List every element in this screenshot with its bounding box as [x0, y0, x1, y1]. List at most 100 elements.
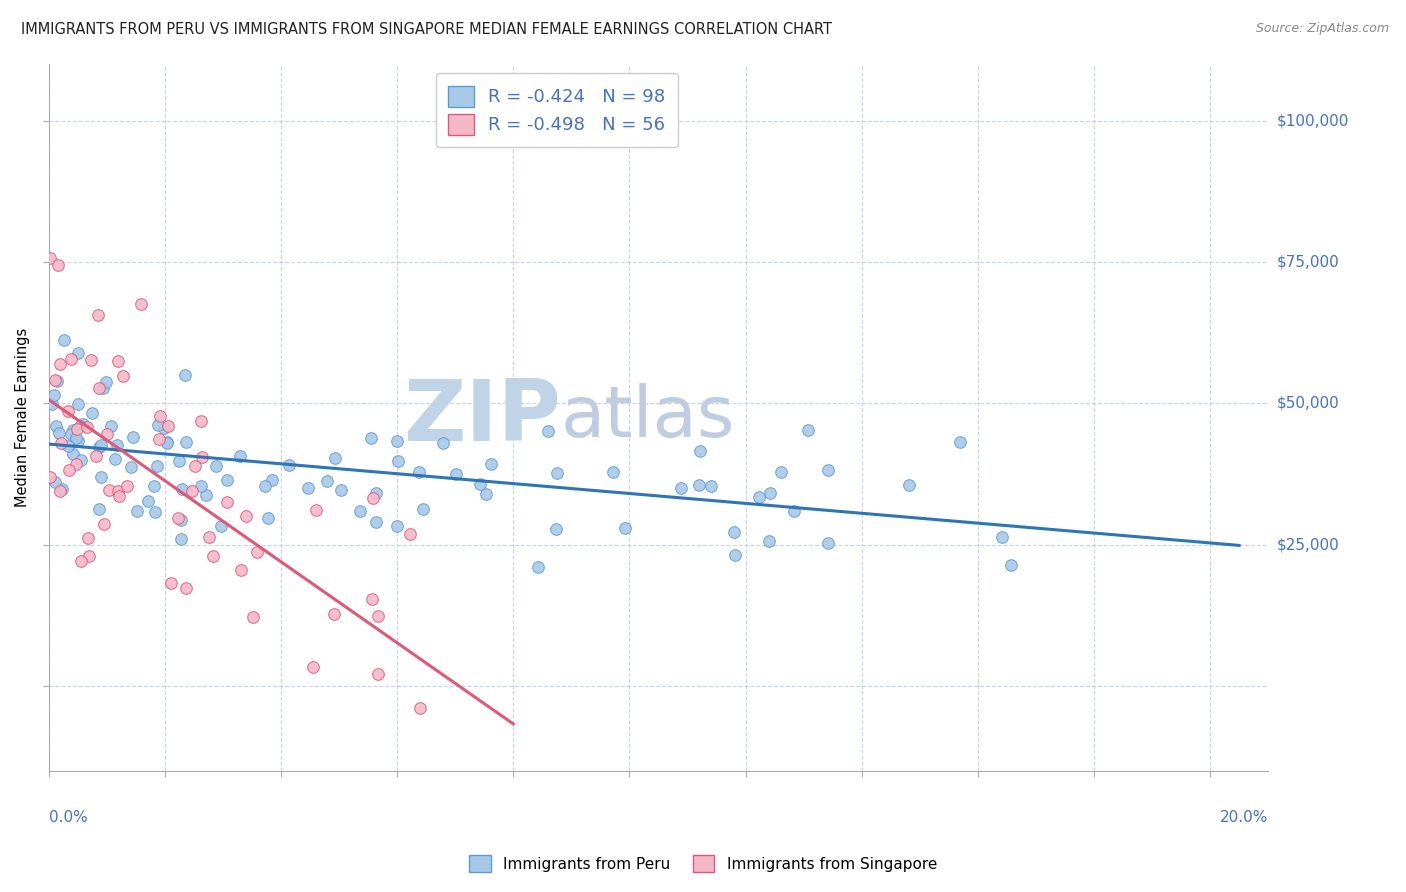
Legend: R = -0.424   N = 98, R = -0.498   N = 56: R = -0.424 N = 98, R = -0.498 N = 56 [436, 73, 678, 147]
Point [260, 473, 283, 487]
Point [167, 511, 190, 525]
Point [367, 667, 389, 681]
Point [399, 527, 422, 541]
Point [277, 458, 299, 472]
Point [44, 372, 66, 386]
Point [51, 436, 73, 450]
Point [62, 447, 84, 461]
Point [689, 443, 711, 458]
Point [69, 418, 91, 433]
Point [143, 505, 166, 519]
Point [108, 489, 131, 503]
Point [87, 502, 110, 516]
Point [387, 454, 409, 468]
Point [52, 333, 75, 347]
Point [90, 438, 112, 452]
Point [44, 475, 66, 490]
Point [167, 454, 190, 468]
Point [184, 458, 207, 473]
Point [723, 524, 745, 539]
Point [229, 449, 252, 463]
Point [59, 426, 82, 441]
Point [688, 478, 710, 492]
Point [48, 425, 70, 440]
Point [58, 463, 80, 477]
Point [544, 522, 567, 536]
Point [94, 375, 117, 389]
Point [148, 432, 170, 446]
Point [614, 521, 637, 535]
Point [107, 354, 129, 368]
Point [87, 381, 110, 395]
Point [817, 463, 839, 477]
Point [329, 483, 352, 498]
Point [783, 504, 806, 518]
Point [242, 610, 264, 624]
Point [97, 483, 120, 497]
Point [257, 511, 280, 525]
Point [42, 388, 65, 402]
Point [67, 397, 90, 411]
Point [174, 435, 197, 450]
Point [474, 487, 496, 501]
Point [142, 479, 165, 493]
Point [65, 458, 87, 472]
Point [107, 484, 129, 499]
Point [990, 530, 1012, 544]
Point [217, 494, 239, 508]
Point [129, 297, 152, 311]
Point [70, 453, 93, 467]
Point [70, 554, 93, 568]
Point [112, 369, 135, 384]
Point [170, 513, 193, 527]
Point [120, 459, 142, 474]
Point [91, 381, 114, 395]
Point [76, 419, 98, 434]
Point [602, 465, 624, 479]
Point [217, 473, 239, 487]
Point [797, 423, 820, 437]
Point [197, 530, 219, 544]
Point [361, 592, 384, 607]
Point [190, 414, 212, 428]
Text: ZIP: ZIP [404, 376, 561, 458]
Point [364, 515, 387, 529]
Point [96, 427, 118, 442]
Point [361, 491, 384, 505]
Point [323, 607, 346, 621]
Point [152, 421, 174, 435]
Point [145, 459, 167, 474]
Point [67, 345, 90, 359]
Point [758, 533, 780, 548]
Point [190, 479, 212, 493]
Point [159, 576, 181, 591]
Point [104, 451, 127, 466]
Text: 0.0%: 0.0% [49, 810, 87, 824]
Point [748, 490, 770, 504]
Point [66, 434, 89, 449]
Point [156, 436, 179, 450]
Point [72, 417, 94, 431]
Point [1000, 558, 1022, 572]
Point [56, 404, 79, 418]
Point [100, 419, 122, 434]
Point [80, 353, 103, 368]
Point [444, 467, 467, 482]
Point [546, 467, 568, 481]
Point [470, 476, 492, 491]
Point [387, 434, 409, 449]
Point [758, 486, 780, 500]
Point [41, 397, 63, 411]
Point [173, 368, 195, 382]
Point [87, 440, 110, 454]
Point [82, 406, 104, 420]
Point [316, 474, 339, 488]
Point [254, 479, 277, 493]
Text: Source: ZipAtlas.com: Source: ZipAtlas.com [1256, 22, 1389, 36]
Point [209, 519, 232, 533]
Point [360, 431, 382, 445]
Point [127, 503, 149, 517]
Point [385, 518, 408, 533]
Point [408, 466, 430, 480]
Point [769, 466, 792, 480]
